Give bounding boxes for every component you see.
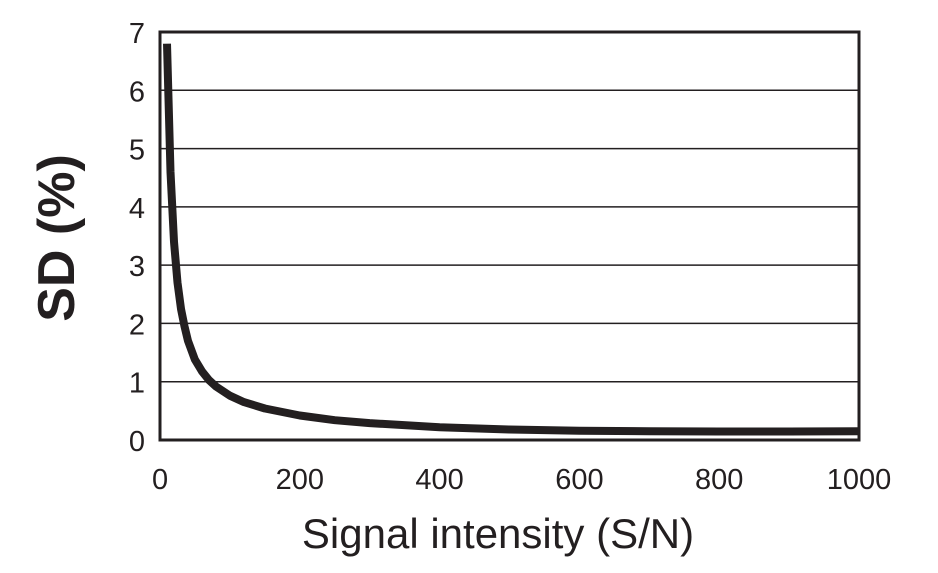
x-tick-label: 200 xyxy=(276,464,324,496)
x-tick-labels: 0 200 400 600 800 1000 xyxy=(152,464,891,496)
y-tick-label: 5 xyxy=(129,135,145,167)
grid-lines xyxy=(160,89,859,383)
y-tick-labels: 0 1 2 3 4 5 6 7 xyxy=(129,18,145,458)
y-tick-label: 1 xyxy=(129,368,145,400)
y-tick-label: 7 xyxy=(129,18,145,50)
x-tick-label: 800 xyxy=(695,464,743,496)
y-tick-label: 4 xyxy=(129,193,145,225)
y-tick-label: 2 xyxy=(129,309,145,341)
x-tick-label: 400 xyxy=(415,464,463,496)
x-tick-label: 600 xyxy=(555,464,603,496)
y-tick-label: 0 xyxy=(129,426,145,458)
series-layer xyxy=(163,43,860,436)
y-tick-label: 6 xyxy=(129,76,145,108)
y-axis-title: SD (%) xyxy=(28,154,86,322)
x-axis-title: Signal intensity (S/N) xyxy=(302,510,694,557)
plot-frame xyxy=(158,30,861,442)
series-line-sd xyxy=(163,43,860,436)
x-tick-label: 1000 xyxy=(827,464,892,496)
y-tick-label: 3 xyxy=(129,251,145,283)
x-tick-label: 0 xyxy=(152,464,168,496)
